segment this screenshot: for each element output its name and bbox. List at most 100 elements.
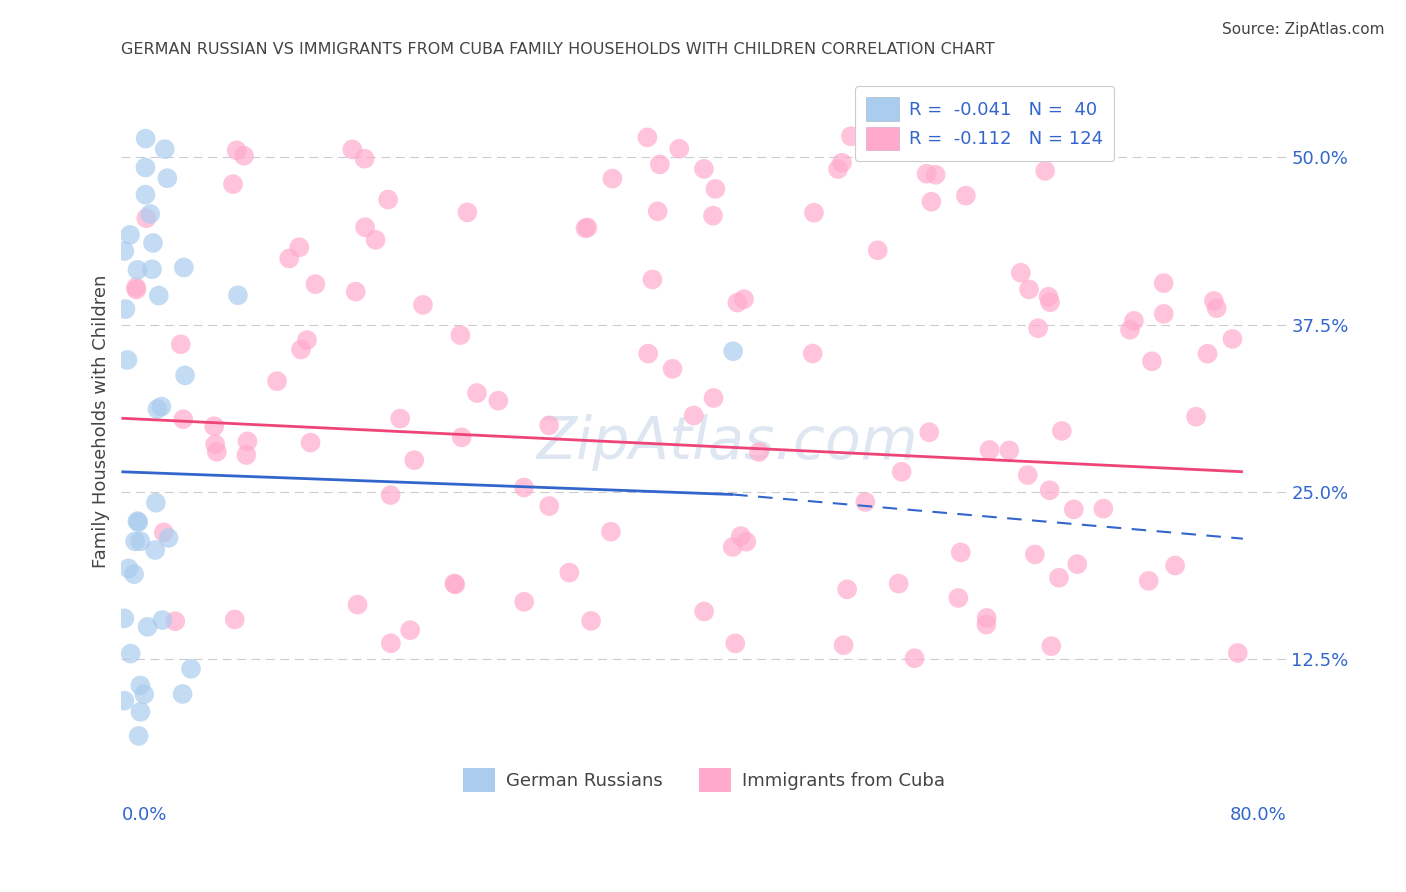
Point: [1205, 301, 1227, 316]
Point: [449, 328, 471, 343]
Point: [647, 204, 669, 219]
Point: [134, 161, 156, 175]
Point: [129, 678, 152, 692]
Point: [380, 636, 402, 650]
Point: [117, 561, 139, 575]
Point: [141, 262, 163, 277]
Text: 80.0%: 80.0%: [1230, 806, 1286, 824]
Y-axis label: Family Households with Children: Family Households with Children: [93, 275, 110, 568]
Point: [1122, 314, 1144, 328]
Point: [702, 209, 724, 223]
Point: [558, 566, 581, 580]
Point: [125, 283, 148, 297]
Point: [172, 687, 194, 701]
Point: [122, 567, 145, 582]
Point: [380, 488, 402, 502]
Point: [344, 285, 367, 299]
Point: [837, 582, 859, 597]
Point: [145, 496, 167, 510]
Point: [225, 143, 247, 157]
Point: [204, 437, 226, 451]
Point: [134, 687, 156, 701]
Point: [486, 393, 509, 408]
Point: [866, 244, 889, 258]
Point: [721, 344, 744, 359]
Point: [412, 298, 434, 312]
Point: [399, 623, 422, 637]
Point: [290, 343, 312, 357]
Point: [353, 152, 375, 166]
Point: [112, 693, 135, 707]
Point: [1038, 290, 1060, 304]
Point: [354, 220, 377, 235]
Point: [831, 155, 853, 169]
Point: [924, 168, 946, 182]
Point: [724, 636, 747, 650]
Point: [735, 534, 758, 549]
Point: [730, 529, 752, 543]
Point: [1024, 548, 1046, 562]
Point: [342, 143, 364, 157]
Point: [152, 525, 174, 540]
Point: [803, 205, 825, 219]
Point: [1063, 502, 1085, 516]
Point: [128, 729, 150, 743]
Point: [456, 205, 478, 219]
Point: [832, 638, 855, 652]
Point: [839, 129, 862, 144]
Point: [295, 333, 318, 347]
Point: [602, 171, 624, 186]
Point: [170, 337, 193, 351]
Point: [125, 280, 148, 294]
Point: [224, 612, 246, 626]
Point: [173, 260, 195, 275]
Text: Source: ZipAtlas.com: Source: ZipAtlas.com: [1222, 22, 1385, 37]
Point: [513, 480, 536, 494]
Point: [1050, 424, 1073, 438]
Point: [150, 400, 173, 414]
Point: [202, 419, 225, 434]
Point: [165, 614, 187, 628]
Point: [235, 448, 257, 462]
Point: [1018, 282, 1040, 296]
Point: [1039, 295, 1062, 310]
Point: [998, 443, 1021, 458]
Point: [903, 651, 925, 665]
Point: [579, 614, 602, 628]
Point: [949, 545, 972, 559]
Point: [1033, 164, 1056, 178]
Point: [976, 617, 998, 632]
Point: [444, 577, 467, 591]
Point: [1047, 571, 1070, 585]
Point: [152, 613, 174, 627]
Point: [513, 595, 536, 609]
Point: [143, 543, 166, 558]
Point: [172, 412, 194, 426]
Point: [304, 277, 326, 292]
Point: [465, 386, 488, 401]
Point: [135, 131, 157, 145]
Point: [1066, 557, 1088, 571]
Point: [1197, 347, 1219, 361]
Point: [1026, 321, 1049, 335]
Point: [180, 662, 202, 676]
Point: [139, 207, 162, 221]
Point: [114, 301, 136, 316]
Point: [112, 244, 135, 258]
Point: [955, 188, 977, 202]
Point: [1140, 354, 1163, 368]
Point: [538, 418, 561, 433]
Point: [1137, 574, 1160, 588]
Point: [641, 272, 664, 286]
Point: [120, 647, 142, 661]
Point: [156, 171, 179, 186]
Point: [1153, 307, 1175, 321]
Point: [135, 211, 157, 226]
Point: [127, 263, 149, 277]
Point: [704, 182, 727, 196]
Point: [118, 227, 141, 242]
Point: [915, 167, 938, 181]
Point: [299, 435, 322, 450]
Point: [725, 295, 748, 310]
Point: [450, 430, 472, 444]
